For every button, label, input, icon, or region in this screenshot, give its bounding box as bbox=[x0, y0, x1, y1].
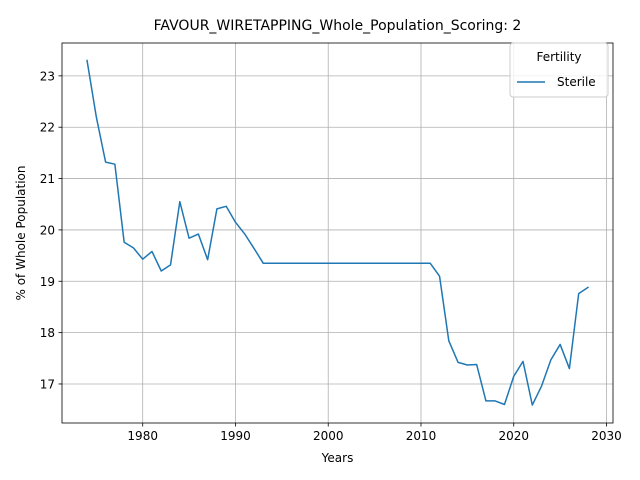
x-tick-label: 2020 bbox=[498, 429, 529, 443]
y-tick-label: 20 bbox=[40, 223, 55, 237]
series-line-sterile bbox=[86, 59, 589, 406]
y-tick-label: 23 bbox=[40, 69, 55, 83]
grid bbox=[62, 43, 613, 423]
x-tick-label: 1990 bbox=[220, 429, 251, 443]
x-tick-label: 2000 bbox=[313, 429, 344, 443]
plot-frame bbox=[61, 42, 614, 424]
x-tick-label: 1980 bbox=[127, 429, 158, 443]
y-tick-label: 21 bbox=[40, 172, 55, 186]
x-axis-label: Years bbox=[321, 451, 354, 465]
y-axis-label: % of Whole Population bbox=[14, 166, 28, 301]
legend-title: Fertility bbox=[536, 50, 581, 64]
x-tick-label: 2030 bbox=[591, 429, 622, 443]
series-layer bbox=[86, 59, 589, 406]
y-tick-label: 19 bbox=[40, 275, 55, 289]
legend-box bbox=[509, 42, 609, 98]
y-axis: 17 18 19 20 21 22 23 bbox=[40, 69, 62, 391]
x-tick-label: 2010 bbox=[406, 429, 437, 443]
legend: Fertility Sterile bbox=[509, 42, 609, 98]
legend-label-sterile: Sterile bbox=[557, 75, 596, 89]
y-tick-label: 18 bbox=[40, 326, 55, 340]
y-tick-label: 22 bbox=[40, 121, 55, 135]
y-tick-label: 17 bbox=[40, 377, 55, 391]
x-axis: 1980 1990 2000 2010 2020 2030 bbox=[127, 423, 622, 443]
chart-title: FAVOUR_WIRETAPPING_Whole_Population_Scor… bbox=[154, 18, 522, 34]
